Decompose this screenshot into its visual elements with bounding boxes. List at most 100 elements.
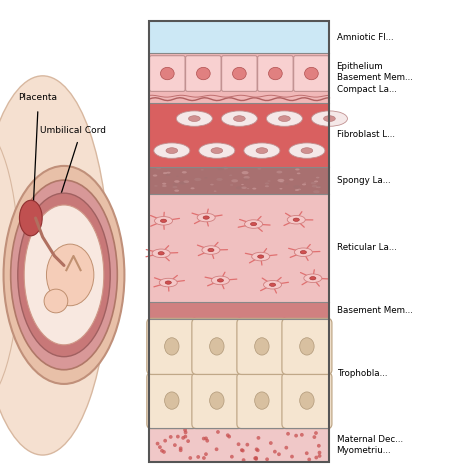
Ellipse shape — [197, 67, 210, 80]
Ellipse shape — [217, 279, 223, 282]
Circle shape — [204, 452, 208, 456]
Circle shape — [290, 455, 294, 458]
Ellipse shape — [233, 67, 246, 80]
Circle shape — [242, 458, 246, 462]
Ellipse shape — [191, 187, 195, 189]
Circle shape — [256, 448, 260, 452]
Ellipse shape — [293, 185, 300, 188]
Circle shape — [269, 441, 273, 445]
Circle shape — [179, 448, 182, 452]
Ellipse shape — [314, 181, 318, 182]
Ellipse shape — [316, 185, 321, 187]
Circle shape — [277, 452, 281, 456]
Circle shape — [230, 455, 234, 458]
Ellipse shape — [153, 174, 157, 177]
Text: Maternal Dec...
Myometriu...: Maternal Dec... Myometriu... — [337, 435, 403, 455]
Ellipse shape — [174, 180, 180, 183]
Ellipse shape — [166, 148, 178, 154]
Circle shape — [312, 435, 316, 439]
Ellipse shape — [269, 283, 275, 286]
Circle shape — [318, 451, 321, 455]
Circle shape — [169, 435, 173, 439]
Circle shape — [300, 433, 304, 437]
Ellipse shape — [310, 276, 316, 280]
Ellipse shape — [166, 172, 171, 173]
Ellipse shape — [217, 167, 224, 170]
Ellipse shape — [159, 278, 177, 287]
Ellipse shape — [244, 178, 248, 180]
Ellipse shape — [211, 148, 223, 154]
Circle shape — [246, 443, 249, 447]
Circle shape — [188, 456, 192, 460]
Ellipse shape — [247, 188, 249, 189]
Ellipse shape — [164, 392, 179, 409]
Text: Epithelium
Basement Mem...
Compact La...: Epithelium Basement Mem... Compact La... — [337, 63, 412, 93]
Ellipse shape — [194, 178, 201, 181]
Ellipse shape — [266, 111, 302, 126]
FancyBboxPatch shape — [294, 55, 329, 91]
Ellipse shape — [182, 171, 187, 173]
Circle shape — [163, 439, 167, 443]
Ellipse shape — [250, 222, 257, 226]
Text: Umbilical Cord: Umbilical Cord — [40, 126, 107, 135]
Ellipse shape — [230, 184, 233, 186]
FancyBboxPatch shape — [282, 319, 332, 374]
Ellipse shape — [324, 116, 335, 121]
Bar — [149, 167, 329, 194]
Text: Spongy La...: Spongy La... — [337, 176, 390, 185]
Ellipse shape — [269, 67, 282, 80]
Bar — [149, 194, 329, 302]
Ellipse shape — [217, 178, 223, 181]
Ellipse shape — [297, 189, 301, 191]
Ellipse shape — [300, 338, 314, 355]
Circle shape — [204, 437, 208, 440]
Ellipse shape — [197, 213, 215, 222]
Ellipse shape — [152, 249, 170, 257]
FancyBboxPatch shape — [186, 55, 221, 91]
Ellipse shape — [0, 123, 19, 408]
Ellipse shape — [214, 191, 217, 192]
FancyBboxPatch shape — [237, 319, 287, 374]
Ellipse shape — [305, 67, 318, 80]
Ellipse shape — [311, 111, 347, 126]
Ellipse shape — [264, 281, 282, 289]
Circle shape — [226, 433, 230, 437]
Ellipse shape — [211, 276, 229, 285]
Circle shape — [44, 289, 68, 313]
Circle shape — [318, 454, 321, 458]
Ellipse shape — [241, 186, 247, 189]
Ellipse shape — [255, 338, 269, 355]
FancyBboxPatch shape — [282, 373, 332, 428]
Ellipse shape — [287, 216, 305, 224]
Ellipse shape — [203, 216, 209, 219]
Ellipse shape — [231, 179, 238, 182]
Ellipse shape — [199, 143, 235, 158]
Text: Amniotic Fl...: Amniotic Fl... — [337, 33, 393, 42]
Ellipse shape — [174, 190, 179, 192]
Ellipse shape — [46, 244, 94, 306]
Circle shape — [317, 444, 321, 447]
Ellipse shape — [252, 188, 256, 190]
Circle shape — [314, 431, 318, 435]
Ellipse shape — [265, 185, 269, 187]
Ellipse shape — [210, 338, 224, 355]
Ellipse shape — [221, 111, 257, 126]
Circle shape — [307, 457, 311, 461]
Bar — [149, 21, 329, 54]
Ellipse shape — [165, 281, 172, 284]
Ellipse shape — [280, 181, 284, 183]
FancyBboxPatch shape — [258, 55, 293, 91]
Text: Basement Mem...: Basement Mem... — [337, 306, 412, 315]
FancyBboxPatch shape — [147, 319, 197, 374]
Ellipse shape — [164, 338, 179, 355]
Ellipse shape — [297, 173, 301, 174]
Text: Placenta: Placenta — [18, 92, 57, 101]
Ellipse shape — [234, 116, 245, 121]
Ellipse shape — [311, 182, 316, 184]
FancyBboxPatch shape — [192, 319, 242, 374]
Ellipse shape — [18, 193, 110, 357]
Ellipse shape — [256, 148, 268, 154]
Ellipse shape — [0, 76, 109, 455]
Circle shape — [162, 450, 166, 454]
Ellipse shape — [245, 220, 263, 228]
